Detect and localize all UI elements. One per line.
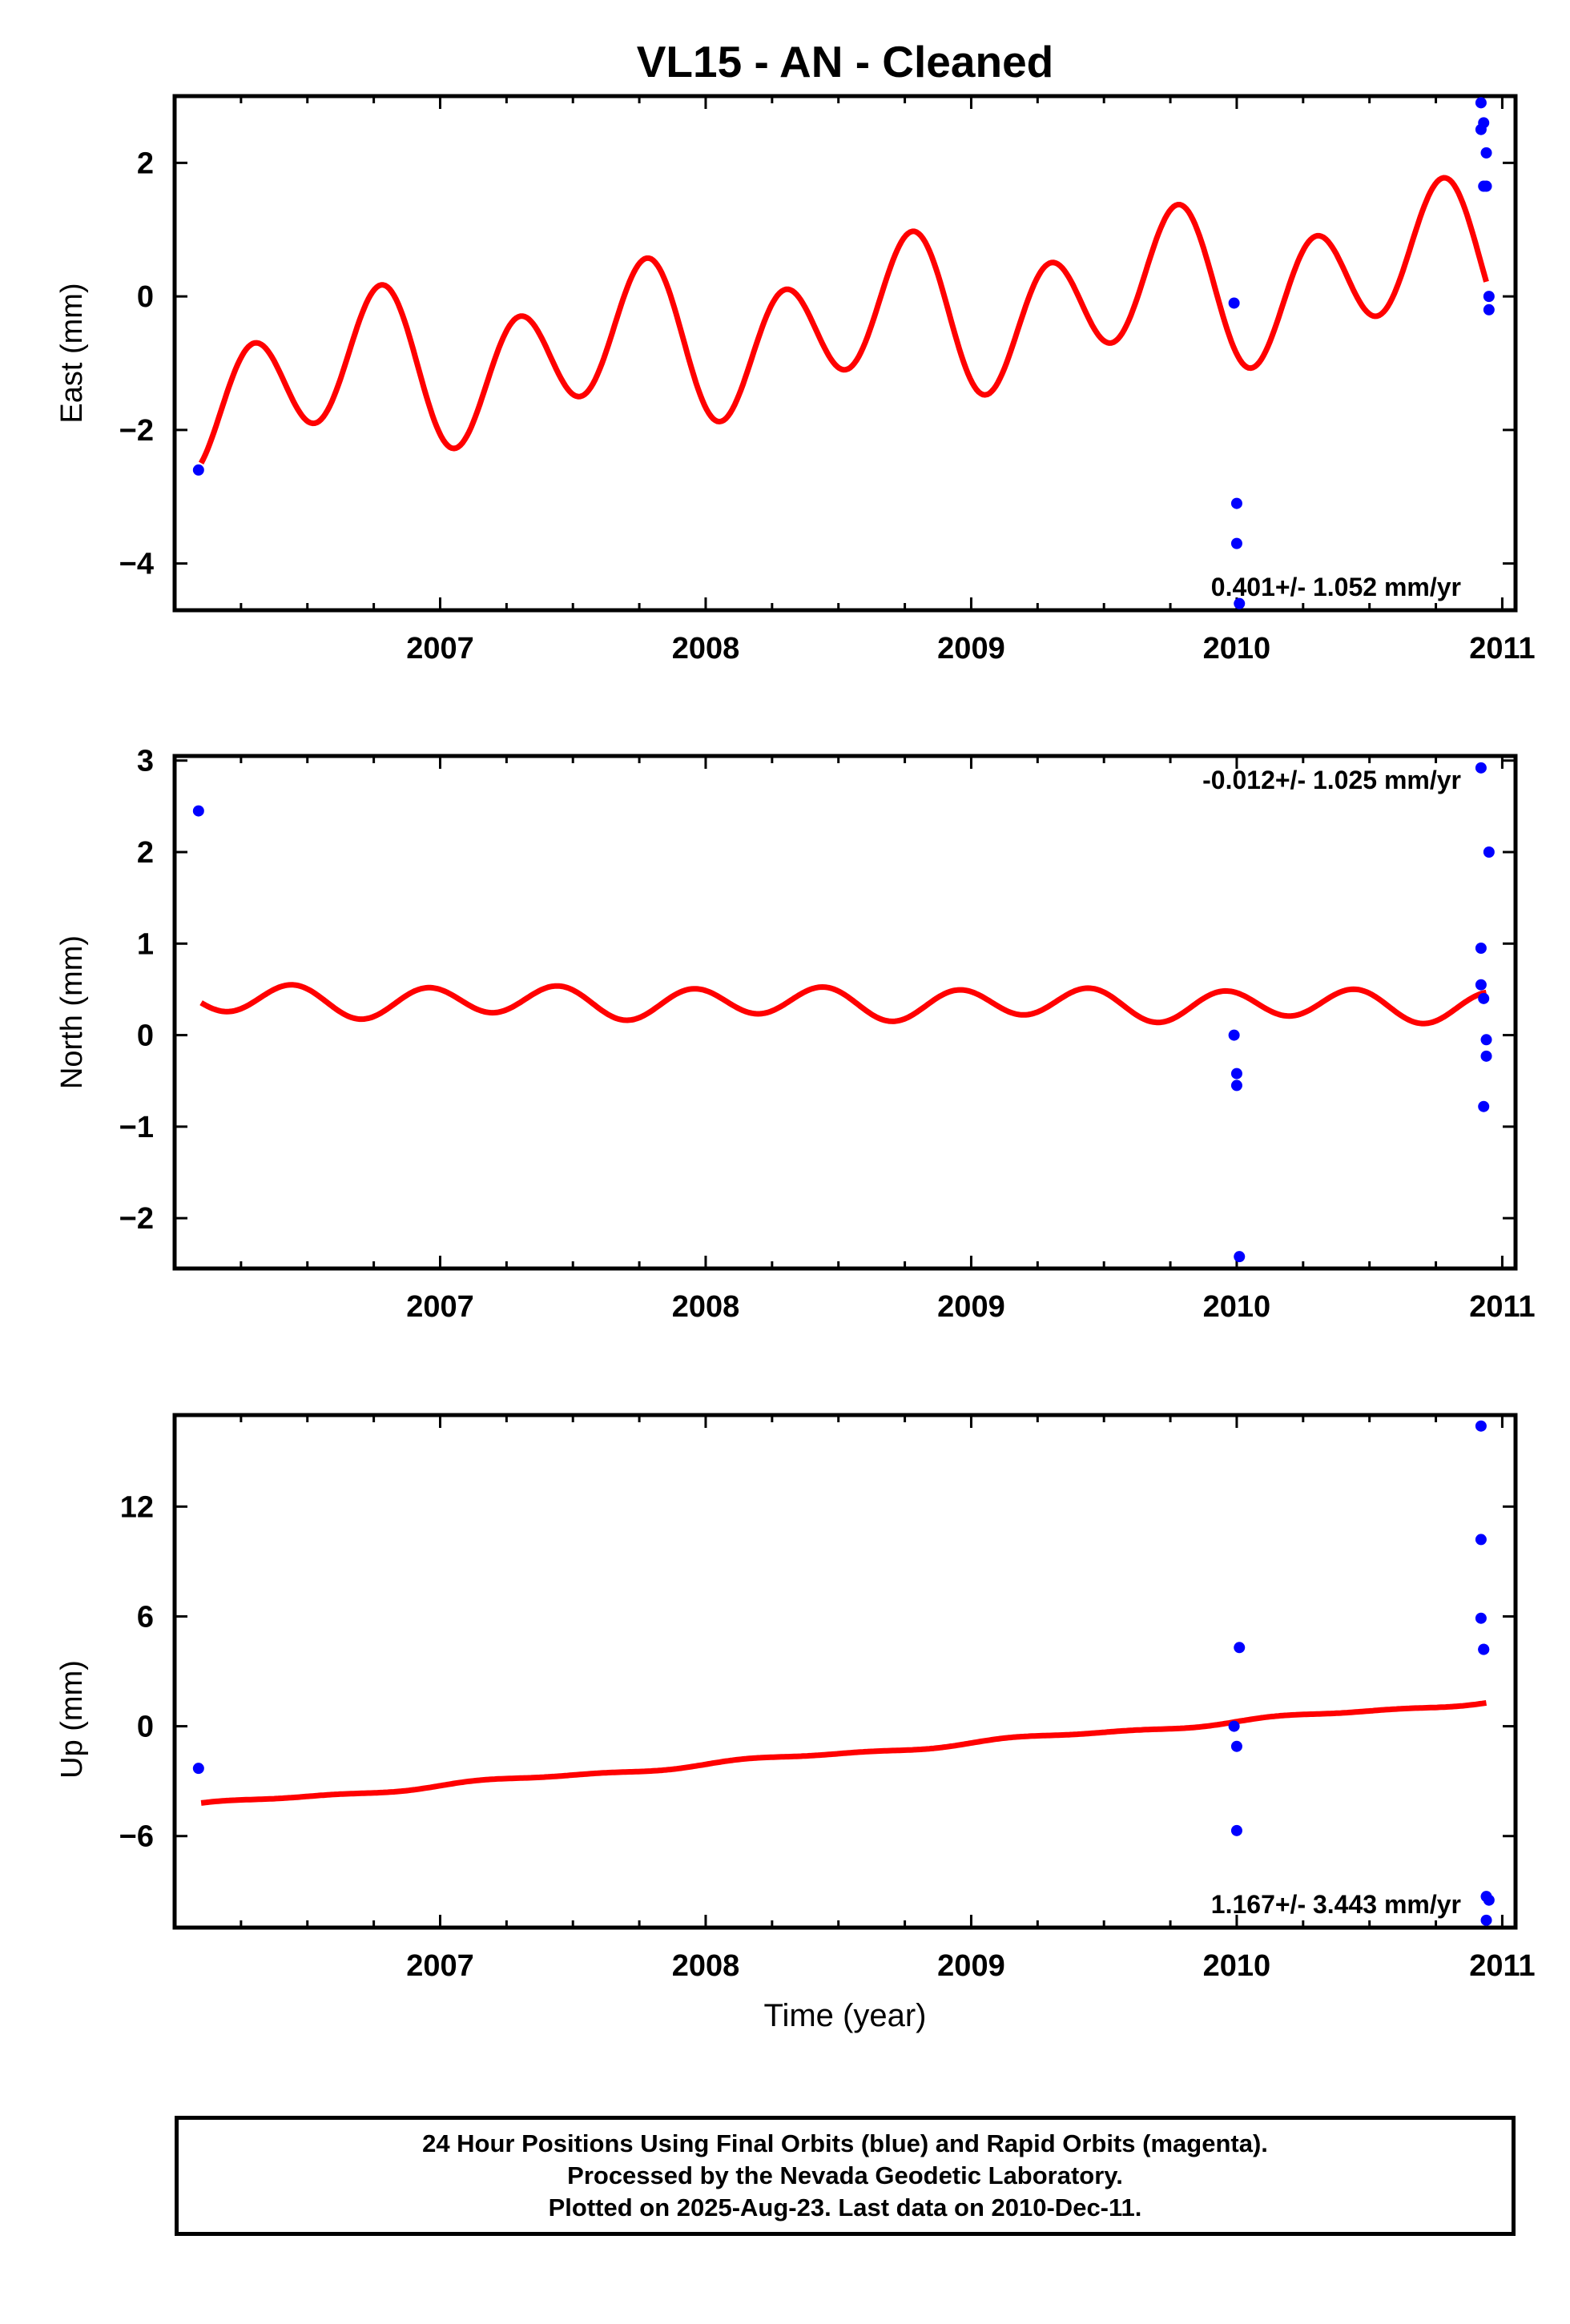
east-xtick-label: 2008 (672, 632, 740, 665)
up-data-point (1475, 1612, 1487, 1624)
up-ytick-label: 6 (137, 1600, 154, 1634)
up-data-point (1234, 1642, 1246, 1654)
up-frame (172, 1413, 1518, 1930)
north-data-point (192, 805, 204, 817)
east-xtick-label: 2010 (1203, 632, 1271, 665)
up-data-point (1483, 1894, 1495, 1906)
footer-line-2: Processed by the Nevada Geodetic Laborat… (567, 2161, 1123, 2189)
north-data-point (1478, 1100, 1490, 1112)
north-data-point (1475, 979, 1487, 991)
x-axis-label: Time (year) (764, 1998, 927, 2033)
north-xtick-label: 2009 (937, 1290, 1005, 1324)
up-ylabel: Up (mm) (55, 1660, 89, 1779)
east-data-point (1230, 497, 1242, 509)
east-data-point (1480, 147, 1492, 159)
north-data-point (1228, 1029, 1240, 1041)
east-xtick-label: 2009 (937, 632, 1005, 665)
east-data-point (1234, 597, 1246, 609)
footer-box: 24 Hour Positions Using Final Orbits (bl… (175, 2116, 1516, 2236)
east-ytick-label: 0 (137, 280, 154, 314)
up-xtick-label: 2007 (406, 1949, 474, 1983)
north-frame (172, 754, 1518, 1271)
north-ytick-label: 1 (137, 927, 154, 961)
up-xtick-label: 2011 (1469, 1949, 1535, 1983)
north-data-point (1480, 1034, 1492, 1046)
north-ytick-label: −1 (119, 1111, 154, 1144)
north-data-point (1480, 1050, 1492, 1062)
north-data-point (1230, 1080, 1242, 1092)
east-model-line (199, 175, 1489, 464)
up-xtick-label: 2009 (937, 1949, 1005, 1983)
east-frame (172, 94, 1518, 613)
up-data-point (1475, 1534, 1487, 1546)
east-data-point (1230, 537, 1242, 549)
up-data-point (1230, 1740, 1242, 1752)
north-plot: 2007 2008 2009 2010 2011 −2 −1 0 1 2 3 -0.012+/- 1.… (119, 745, 1536, 1324)
north-data-point (1478, 992, 1490, 1004)
north-data-point (1234, 1251, 1246, 1263)
up-ytick-label: 12 (120, 1490, 154, 1524)
up-ytick-label: −6 (119, 1820, 154, 1854)
footer-line-3: Plotted on 2025-Aug-23. Last data on 201… (548, 2193, 1142, 2221)
north-ytick-label: 0 (137, 1019, 154, 1053)
north-data-point (1475, 943, 1487, 954)
north-xtick-label: 2010 (1203, 1290, 1271, 1324)
north-ylabel: North (mm) (55, 935, 89, 1089)
east-plot: 2007 2008 2009 2010 2011 −4 −2 0 2 0.401+/- 1.052… (119, 94, 1536, 665)
east-data-point (1483, 291, 1495, 303)
east-ytick-label: −4 (119, 548, 154, 581)
up-data-point (1478, 1643, 1490, 1655)
east-xtick-label: 2011 (1469, 632, 1535, 665)
north-panel: North (mm) 2007 2008 2009 2010 2011 −2 −1 0 1 2 3 -… (55, 745, 1536, 1324)
east-data-point (1480, 180, 1492, 192)
up-panel: Up (mm) 2007 2008 2009 2010 2011 −6 0 6 12 1.167+… (55, 1413, 1536, 1983)
up-data-point (1475, 1420, 1487, 1432)
up-data-point (1230, 1824, 1242, 1836)
north-data-point (1230, 1068, 1242, 1080)
north-data-point (1483, 846, 1495, 858)
up-plot: 2007 2008 2009 2010 2011 −6 0 6 12 1.167+/- 3.443… (119, 1413, 1536, 1983)
east-data-point (1478, 117, 1490, 129)
north-ytick-label: −2 (119, 1202, 154, 1236)
up-rate-label: 1.167+/- 3.443 mm/yr (1211, 1890, 1461, 1919)
north-xtick-label: 2007 (406, 1290, 474, 1324)
east-data-point (1483, 304, 1495, 316)
north-ytick-label: 3 (137, 745, 154, 778)
north-data-point (1475, 762, 1487, 774)
east-panel: East (mm) 2007 2008 2009 2010 2011 −4 −2 0 2 0.40… (55, 94, 1536, 665)
up-xtick-label: 2010 (1203, 1949, 1271, 1983)
up-xtick-label: 2008 (672, 1949, 740, 1983)
up-data-point (192, 1763, 204, 1775)
east-xtick-label: 2007 (406, 632, 474, 665)
east-ylabel: East (mm) (55, 283, 89, 423)
figure-title: VL15 - AN - Cleaned (637, 37, 1054, 86)
up-data-point (1480, 1914, 1492, 1926)
east-data-point (1475, 97, 1487, 109)
north-ytick-label: 2 (137, 836, 154, 870)
east-data-point (192, 464, 204, 476)
north-rate-label: -0.012+/- 1.025 mm/yr (1202, 766, 1461, 794)
up-ytick-label: 0 (137, 1711, 154, 1744)
east-ytick-label: −2 (119, 414, 154, 448)
footer-line-1: 24 Hour Positions Using Final Orbits (bl… (422, 2129, 1268, 2157)
east-ytick-label: 2 (137, 147, 154, 180)
north-model-line (199, 982, 1487, 1027)
up-model-line (200, 1699, 1487, 1806)
east-rate-label: 0.401+/- 1.052 mm/yr (1211, 573, 1461, 601)
up-data-point (1228, 1720, 1240, 1732)
east-data-point (1228, 297, 1240, 309)
north-xtick-label: 2011 (1469, 1290, 1535, 1324)
north-xtick-label: 2008 (672, 1290, 740, 1324)
